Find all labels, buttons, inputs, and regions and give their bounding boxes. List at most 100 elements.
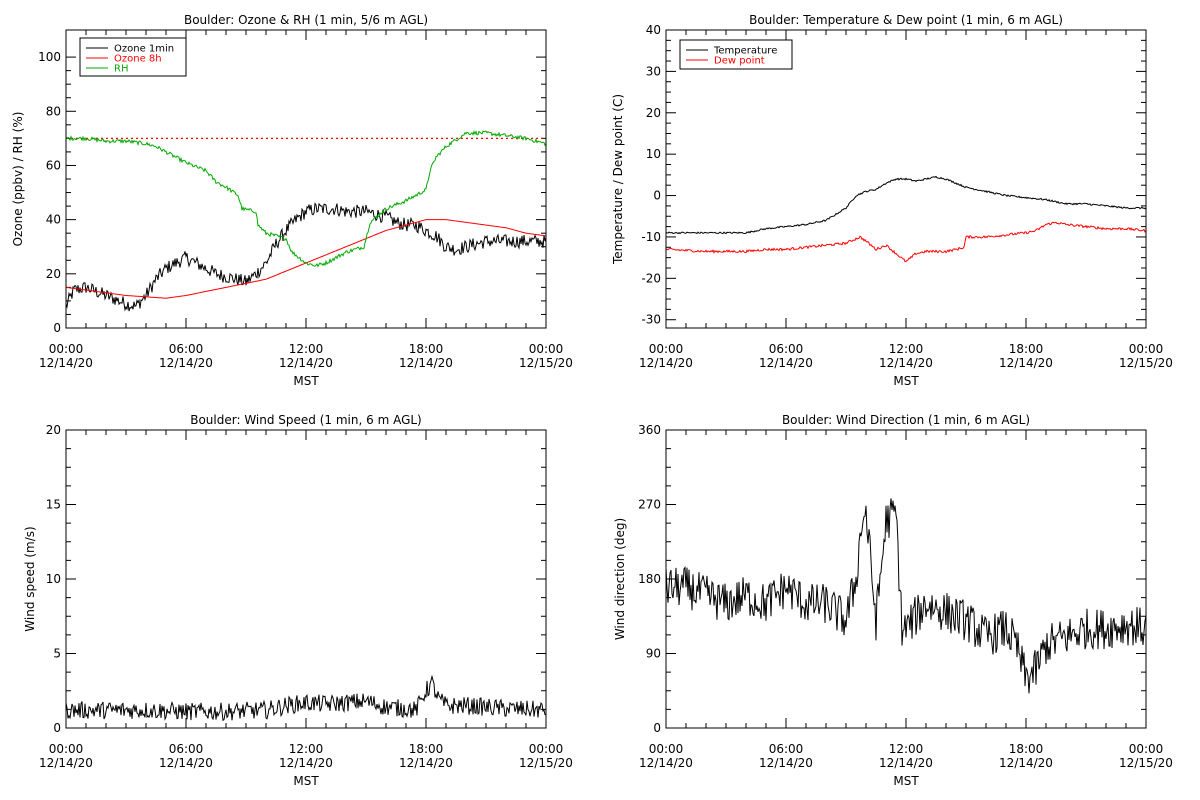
wind-direction-plot (665, 498, 1147, 694)
wind-direction-title: Boulder: Wind Direction (1 min, 6 m AGL) (782, 413, 1030, 427)
legend-entry: RH (114, 64, 128, 75)
y-tick-label: 360 (638, 423, 661, 437)
x-tick-time: 18:00 (1009, 342, 1044, 356)
y-tick-label: 10 (46, 572, 61, 586)
wind-speed-frame (65, 429, 547, 729)
wind-speed-plot (65, 674, 547, 722)
x-tick-date: 12/15/20 (519, 756, 573, 770)
y-tick-label: -20 (641, 271, 661, 285)
x-tick-time: 06:00 (769, 742, 804, 756)
x-tick-time: 00:00 (49, 342, 84, 356)
x-tick-time: 18:00 (409, 342, 444, 356)
x-tick-date: 12/14/20 (879, 756, 933, 770)
x-tick-date: 12/14/20 (759, 756, 813, 770)
wind-speed-ylabel: Wind speed (m/s) (23, 526, 37, 631)
legend-entry: Temperature (713, 46, 777, 57)
legend-box (679, 39, 793, 70)
wind-speed-xlabel: MST (293, 774, 319, 788)
y-tick-label: 0 (653, 721, 661, 735)
y-tick-label: -30 (641, 313, 661, 327)
wind-direction-panel: Boulder: Wind Direction (1 min, 6 m AGL)… (613, 413, 1173, 788)
series-line (665, 221, 1147, 263)
x-tick-date: 12/14/20 (39, 756, 93, 770)
y-tick-label: 20 (46, 423, 61, 437)
temp-dewpoint-ticks: -30-20-1001020304000:0012/14/2006:0012/1… (639, 23, 1173, 370)
x-tick-date: 12/15/20 (519, 356, 573, 370)
y-tick-label: 15 (46, 498, 61, 512)
ozone-rh-ticks: 02040608010000:0012/14/2006:0012/14/2012… (38, 30, 573, 370)
x-tick-date: 12/14/20 (279, 356, 333, 370)
x-tick-date: 12/14/20 (639, 356, 693, 370)
x-tick-time: 18:00 (409, 742, 444, 756)
x-tick-date: 12/14/20 (999, 756, 1053, 770)
series-line (65, 674, 547, 722)
x-tick-time: 00:00 (649, 342, 684, 356)
series-line (65, 202, 547, 312)
x-tick-date: 12/14/20 (39, 356, 93, 370)
x-tick-date: 12/14/20 (159, 356, 213, 370)
ozone-rh-xlabel: MST (293, 374, 319, 388)
ozone-rh-panel: Boulder: Ozone & RH (1 min, 5/6 m AGL) O… (11, 13, 573, 388)
ozone-rh-title: Boulder: Ozone & RH (1 min, 5/6 m AGL) (184, 13, 428, 27)
y-tick-label: 60 (46, 158, 61, 172)
wind-direction-xlabel: MST (893, 774, 919, 788)
y-tick-label: 100 (38, 50, 61, 64)
series-line (65, 130, 547, 268)
x-tick-date: 12/14/20 (159, 756, 213, 770)
y-tick-label: 80 (46, 104, 61, 118)
y-tick-label: 40 (46, 213, 61, 227)
y-tick-label: 90 (646, 647, 661, 661)
x-tick-time: 00:00 (49, 742, 84, 756)
x-tick-time: 12:00 (289, 742, 324, 756)
x-tick-time: 12:00 (889, 742, 924, 756)
x-tick-time: 12:00 (889, 342, 924, 356)
x-tick-date: 12/14/20 (399, 756, 453, 770)
x-tick-time: 12:00 (289, 342, 324, 356)
temp-dewpoint-plot (665, 175, 1147, 263)
wind-direction-ticks: 09018027036000:0012/14/2006:0012/14/2012… (638, 423, 1173, 770)
y-tick-label: 20 (46, 267, 61, 281)
x-tick-date: 12/14/20 (999, 356, 1053, 370)
wind-speed-title: Boulder: Wind Speed (1 min, 6 m AGL) (190, 413, 422, 427)
y-tick-label: 0 (653, 189, 661, 203)
y-tick-label: -10 (641, 230, 661, 244)
x-tick-time: 18:00 (1009, 742, 1044, 756)
x-tick-date: 12/14/20 (759, 356, 813, 370)
y-tick-label: 0 (53, 721, 61, 735)
x-tick-time: 00:00 (1129, 742, 1164, 756)
x-tick-time: 00:00 (1129, 342, 1164, 356)
x-tick-time: 06:00 (169, 342, 204, 356)
x-tick-time: 06:00 (769, 342, 804, 356)
x-tick-time: 00:00 (529, 342, 564, 356)
wind-speed-panel: Boulder: Wind Speed (1 min, 6 m AGL) Win… (23, 413, 573, 788)
y-tick-label: 30 (646, 64, 661, 78)
y-tick-label: 20 (646, 106, 661, 120)
wind-direction-frame (665, 429, 1147, 729)
y-tick-label: 270 (638, 498, 661, 512)
legend-entry: Ozone 8h (114, 54, 162, 65)
x-tick-date: 12/14/20 (279, 756, 333, 770)
x-tick-date: 12/15/20 (1119, 756, 1173, 770)
y-tick-label: 40 (646, 23, 661, 37)
temp-dewpoint-xlabel: MST (893, 374, 919, 388)
temp-dewpoint-panel: Boulder: Temperature & Dew point (1 min,… (611, 13, 1173, 388)
legend-entry: Dew point (714, 56, 765, 67)
ozone-rh-plot (65, 130, 547, 312)
x-tick-time: 06:00 (169, 742, 204, 756)
x-tick-time: 00:00 (649, 742, 684, 756)
wind-direction-ylabel: Wind direction (deg) (613, 518, 627, 640)
x-tick-date: 12/14/20 (399, 356, 453, 370)
y-tick-label: 180 (638, 572, 661, 586)
wind-speed-ticks: 0510152000:0012/14/2006:0012/14/2012:001… (39, 423, 573, 770)
temp-dewpoint-frame (665, 29, 1147, 329)
series-line (65, 219, 547, 299)
legend-entry: Ozone 1min (114, 44, 174, 55)
y-tick-label: 5 (53, 647, 61, 661)
x-tick-time: 00:00 (529, 742, 564, 756)
x-tick-date: 12/15/20 (1119, 356, 1173, 370)
series-line (665, 175, 1147, 235)
